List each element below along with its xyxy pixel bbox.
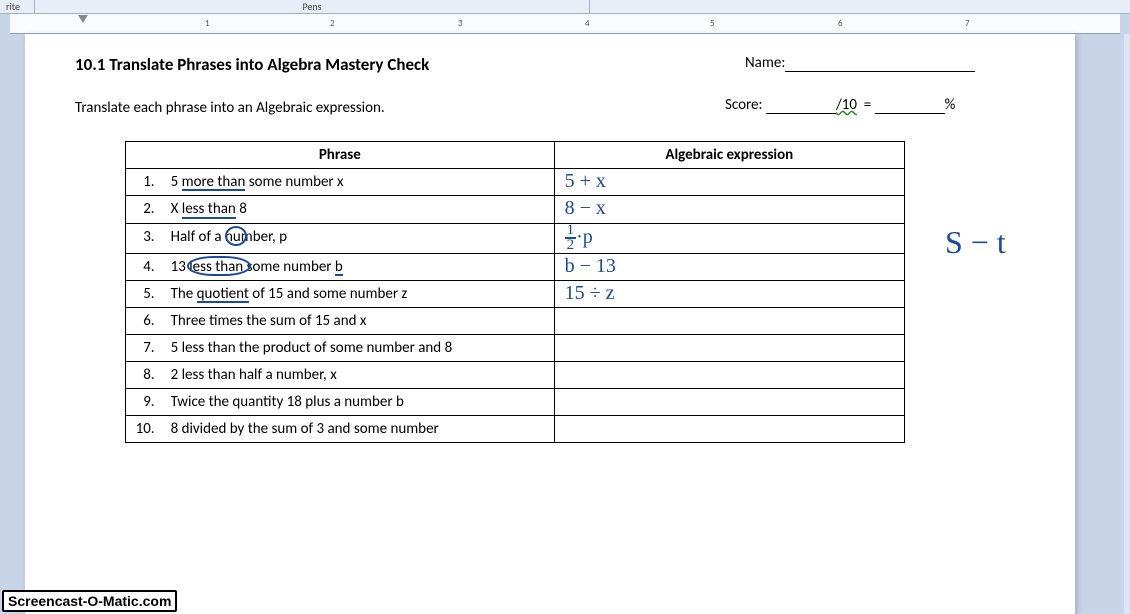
handwritten-margin-note: S − t (945, 224, 1006, 261)
row-num: 5. (126, 280, 163, 307)
ribbon-tab-pens[interactable]: Pens (35, 0, 590, 13)
horizontal-ruler[interactable]: 1 2 3 4 5 6 7 (10, 14, 1120, 34)
row-phrase: 2 less than half a number, x (163, 362, 555, 389)
table-row: 1. 5 more than some number x 5 + x (126, 169, 905, 196)
row-phrase: 5 less than the product of some number a… (163, 335, 555, 362)
ruler-indent-marker[interactable] (78, 15, 88, 23)
col-header-expr: Algebraic expression (554, 142, 904, 169)
table-row: 4. 13 less than some number b b − 13 (126, 253, 905, 280)
row-num: 7. (126, 335, 163, 362)
row-phrase: 5 more than some number x (163, 169, 555, 196)
document-page[interactable]: 10.1 Translate Phrases into Algebra Mast… (25, 34, 1075, 614)
col-header-phrase: Phrase (126, 142, 555, 169)
row-phrase: The quotient of 15 and some number z (163, 280, 555, 307)
row-num: 1. (126, 169, 163, 196)
name-field: Name: (745, 54, 975, 72)
row-expr: 8 − x (554, 196, 904, 223)
ribbon-tab-empty (590, 0, 1130, 13)
row-expr (554, 416, 904, 443)
table-row: 2. X less than 8 8 − x (126, 196, 905, 223)
page-title: 10.1 Translate Phrases into Algebra Mast… (75, 54, 429, 75)
row-expr: b − 13 (554, 253, 904, 280)
row-phrase: Half of a number, p (163, 223, 555, 253)
row-num: 2. (126, 196, 163, 223)
row-num: 3. (126, 223, 163, 253)
watermark-badge: Screencast-O-Matic.com (2, 590, 177, 612)
row-phrase: 13 less than some number b (163, 253, 555, 280)
ruler-tick: 4 (585, 18, 590, 29)
row-expr (554, 335, 904, 362)
table-row: 5. The quotient of 15 and some number z … (126, 280, 905, 307)
row-phrase: 8 divided by the sum of 3 and some numbe… (163, 416, 555, 443)
row-num: 9. (126, 389, 163, 416)
table-row: 6. Three times the sum of 15 and x (126, 308, 905, 335)
score-pct: % (945, 96, 956, 114)
row-num: 4. (126, 253, 163, 280)
score-field: Score: /10 = % (725, 96, 955, 114)
row-phrase: X less than 8 (163, 196, 555, 223)
pen-circle-annotation (187, 256, 251, 276)
row-expr: 15 ÷ z (554, 280, 904, 307)
row-num: 8. (126, 362, 163, 389)
ribbon-tab-write[interactable]: rite (0, 0, 35, 13)
row-phrase: Twice the quantity 18 plus a number b (163, 389, 555, 416)
row-num: 6. (126, 308, 163, 335)
score-denom: /10 (836, 96, 857, 114)
row-expr (554, 389, 904, 416)
ruler-tick: 7 (965, 18, 970, 29)
score-label: Score: (725, 96, 763, 114)
row-expr: 5 + x (554, 169, 904, 196)
table-row: 3. Half of a number, p 12·p (126, 223, 905, 253)
row-expr (554, 308, 904, 335)
row-phrase: Three times the sum of 15 and x (163, 308, 555, 335)
table-row: 8. 2 less than half a number, x (126, 362, 905, 389)
name-label: Name: (745, 54, 785, 72)
row-num: 10. (126, 416, 163, 443)
worksheet-table: Phrase Algebraic expression 1. 5 more th… (125, 141, 905, 443)
document-area: 10.1 Translate Phrases into Algebra Mast… (10, 34, 1120, 614)
ruler-tick: 6 (838, 18, 843, 29)
row-expr: 12·p (554, 223, 904, 253)
ruler-tick: 3 (458, 18, 463, 29)
table-row: 10. 8 divided by the sum of 3 and some n… (126, 416, 905, 443)
ribbon-tabs: rite Pens (0, 0, 1130, 14)
ruler-tick: 5 (710, 18, 715, 29)
vertical-scrollbar[interactable] (1124, 34, 1130, 614)
row-expr (554, 362, 904, 389)
score-eq: = (864, 96, 871, 114)
ruler-tick: 1 (205, 18, 210, 29)
table-row: 7. 5 less than the product of some numbe… (126, 335, 905, 362)
ruler-tick: 2 (330, 18, 335, 29)
table-row: 9. Twice the quantity 18 plus a number b (126, 389, 905, 416)
pen-circle-annotation (225, 226, 247, 246)
